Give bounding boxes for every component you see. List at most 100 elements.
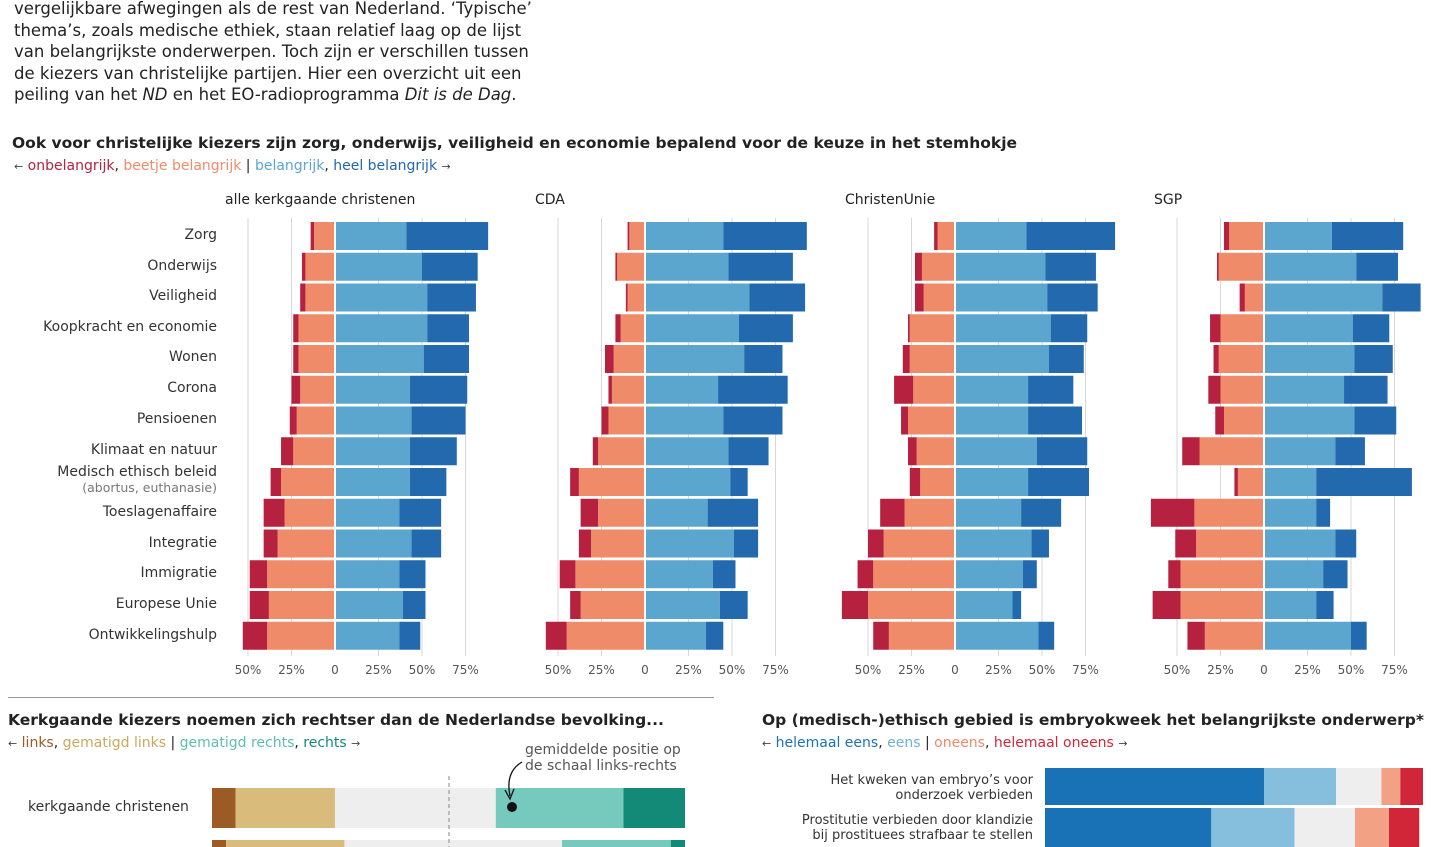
bar-onbelangrijk [601,406,609,435]
intro-span: . [511,85,517,104]
eth-chart-title: Op (medisch-)ethisch gebied is embryokwe… [762,711,1424,729]
bar-heel-belangrijk [409,375,468,404]
bar-belangrijk [335,498,400,527]
eth-row-label: Het kweken van embryo’s voor onderzoek v… [830,773,1033,803]
main-chart-legend: ← onbelangrijk, beetje belangrijk | bela… [14,158,451,174]
bar-belangrijk [955,406,1029,435]
category-label: Onderwijs [147,258,217,274]
bar-heel-belangrijk [1036,437,1088,466]
bar-beetje-belangrijk [921,252,955,281]
bar-beetje-belangrijk [916,437,955,466]
bar-beetje-belangrijk [617,252,645,281]
bar-beetje-belangrijk [888,621,955,650]
legend-sep: , [878,735,888,751]
bar-beetje-belangrijk [267,621,335,650]
bar-beetje-belangrijk [293,437,335,466]
bar-beetje-belangrijk [1220,375,1264,404]
bar-belangrijk [645,222,724,250]
annotation-arrowhead [504,788,515,801]
legend-beetje: beetje belangrijk [123,158,242,174]
bar-gematigd-links [226,840,345,847]
bar-belangrijk [335,591,403,619]
legend-sep: , [53,735,63,751]
bar-beetje-belangrijk [598,437,645,466]
legend-rechts: rechts [303,735,347,751]
bar-heel-belangrijk [718,375,788,404]
eth-row-label: Prostitutie verbieden door klandizie bij… [802,813,1033,843]
bar-helemaal-oneens [1400,768,1423,805]
bar-belangrijk [955,345,1049,373]
bar-belangrijk [645,375,719,404]
bar-beetje-belangrijk [608,406,645,435]
bar-onbelangrijk [545,621,567,650]
bar-beetje-belangrijk [909,345,955,373]
bar-gematigd-links [235,788,335,828]
category-label: Ontwikkelingshulp [88,627,217,643]
annotation-pointer [508,761,523,797]
legend-arrow-right: → [1118,737,1128,750]
bar-onbelangrijk [1234,468,1238,496]
bar-onbelangrijk [300,283,306,312]
bar-beetje-belangrijk [909,314,955,343]
bar-beetje-belangrijk [1220,314,1264,343]
bar-beetje-belangrijk [937,222,955,250]
legend-oneens: oneens [934,735,985,751]
panel-title-alle: alle kerkgaande christenen [225,192,416,208]
bar-onbelangrijk [281,437,294,466]
tick-label: 25% [675,663,702,677]
bar-belangrijk [645,560,713,589]
main-chart-title: Ook voor christelijke kiezers zijn zorg,… [12,134,1018,152]
bar-onbelangrijk [293,314,299,343]
bar-heel-belangrijk [1316,468,1412,496]
legend-sep: | [241,158,255,174]
tick-label: 0 [1260,663,1268,677]
bar-onbelangrijk [570,591,581,619]
bar-belangrijk [1264,314,1353,343]
bar-heel-belangrijk [1316,591,1334,619]
bar-onbelangrijk [1187,621,1205,650]
lr-chart-title: Kerkgaande kiezers noemen zich rechtser … [8,711,664,729]
bar-onbelangrijk [1208,375,1221,404]
lr-legend: ← links, gematigd links | gematigd recht… [8,735,360,751]
bar-onbelangrijk [880,498,905,527]
bar-heel-belangrijk [707,498,759,527]
category-label: Medisch ethisch beleid [57,464,217,480]
bar-belangrijk [955,314,1051,343]
intro-line: de kiezers van christelijke partijen. Hi… [14,63,522,83]
bar-belangrijk [955,560,1023,589]
bar-onbelangrijk [249,560,268,589]
bar-heel-belangrijk [427,314,469,343]
bar-beetje-belangrijk [300,375,335,404]
tick-label: 25% [1294,663,1321,677]
legend-arrow-right: → [351,737,361,750]
panel-title-cda: CDA [535,192,565,208]
bar-belangrijk [335,345,424,373]
bar-beetje-belangrijk [575,560,645,589]
bar-belangrijk [645,498,708,527]
row-label-line: onderzoek verbieden [895,788,1033,803]
intro-em: ND [142,85,168,104]
bar-onbelangrijk [559,560,576,589]
bar-beetje-belangrijk [629,222,645,250]
bar-belangrijk [955,375,1029,404]
bar-links [212,788,236,828]
intro-line: vergelijkbare afwegingen als de rest van… [14,0,532,18]
tick-label: 50% [1338,663,1365,677]
bar-beetje-belangrijk [1223,406,1264,435]
bar-heel-belangrijk [1045,252,1096,281]
bar-heel-belangrijk [733,529,759,558]
bar-beetje-belangrijk [296,406,335,435]
bar-gematigd-rechts [562,840,671,847]
bar-heel-belangrijk [399,621,421,650]
bar-heel-belangrijk [1031,529,1049,558]
bar-belangrijk [1264,529,1336,558]
tick-label: 0 [331,663,339,677]
legend-sep: , [984,735,994,751]
intro-line: thema’s, zoals medische ethiek, staan re… [14,20,522,40]
bar-onbelangrijk [608,375,612,404]
bar-heel-belangrijk [1028,468,1089,496]
bar-beetje-belangrijk [1180,560,1264,589]
tick-label: 25% [278,663,305,677]
bar-belangrijk [645,621,706,650]
tick-label: 75% [1072,663,1099,677]
